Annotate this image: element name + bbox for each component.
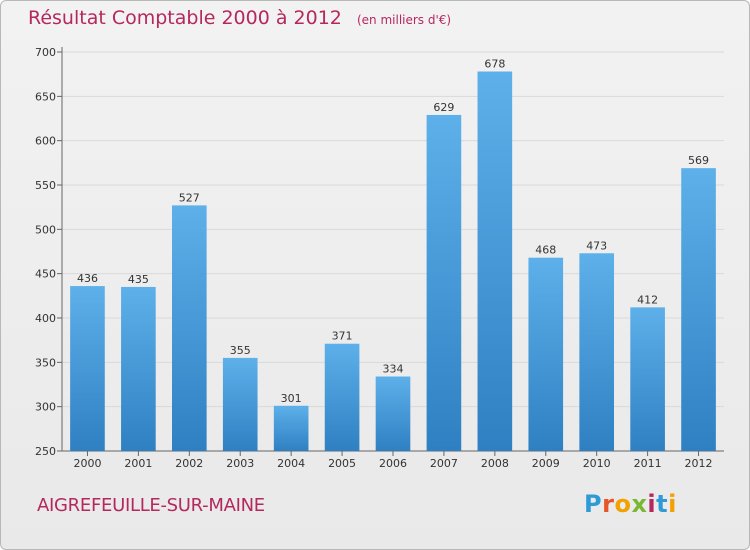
x-tick-label: 2004 (277, 457, 305, 470)
value-label: 436 (77, 272, 98, 285)
x-tick-label: 2007 (430, 457, 458, 470)
value-label: 371 (332, 330, 353, 343)
x-tick-labels: 2000 2001 2002 2003 2004 2005 2006 2007 2008 2009… (73, 451, 713, 470)
value-label: 569 (688, 154, 709, 167)
bar (426, 114, 462, 451)
y-tick-label: 450 (35, 268, 56, 281)
x-tick-label: 2000 (73, 457, 101, 470)
y-tick-label: 650 (35, 90, 56, 103)
bar (528, 257, 564, 451)
x-tick-label: 2012 (685, 457, 713, 470)
y-tick-label: 700 (35, 46, 56, 59)
x-tick-label: 2010 (583, 457, 611, 470)
bar (579, 253, 615, 451)
x-tick-label: 2009 (532, 457, 560, 470)
x-tick-label: 2005 (328, 457, 356, 470)
x-tick-label: 2006 (379, 457, 407, 470)
value-label: 678 (484, 58, 505, 71)
bar (324, 343, 360, 451)
chart-unit: (en milliers d'€) (356, 13, 452, 27)
value-label: 473 (586, 239, 607, 252)
value-label: 334 (383, 363, 404, 376)
x-tick-label: 2001 (124, 457, 152, 470)
bar (222, 357, 258, 451)
value-label: 629 (433, 101, 454, 114)
bar (70, 286, 105, 451)
value-label: 412 (637, 293, 658, 306)
x-tick-label: 2003 (226, 457, 254, 470)
value-labels: 436 435 527 355 301 371 334 629 678 468 473 412 569 (77, 58, 709, 405)
y-tick-label: 250 (35, 445, 56, 458)
chart-title: Résultat Comptable 2000 à 2012 (28, 7, 342, 29)
bars (70, 71, 716, 452)
y-tick-label: 300 (35, 401, 56, 414)
y-tick-label: 350 (35, 356, 56, 369)
y-tick-labels: 250 300 350 400 450 500 550 600 650 700 (35, 46, 56, 458)
x-tick-label: 2011 (634, 457, 662, 470)
value-label: 355 (230, 344, 251, 357)
bar (121, 286, 156, 451)
bar (477, 71, 513, 452)
y-tick-label: 550 (35, 179, 56, 192)
bar (375, 376, 411, 451)
value-label: 301 (281, 392, 302, 405)
value-label: 527 (179, 191, 200, 204)
value-label: 468 (535, 244, 556, 257)
x-tick-label: 2008 (481, 457, 509, 470)
y-tick-label: 400 (35, 312, 56, 325)
chart-title-block: Résultat Comptable 2000 à 2012 (en milli… (28, 7, 451, 29)
bar (630, 307, 665, 451)
y-tick-label: 500 (35, 223, 56, 236)
y-tick-label: 600 (35, 135, 56, 148)
bar (273, 405, 309, 451)
town-name: AIGREFEUILLE-SUR-MAINE (37, 495, 265, 516)
proxiti-logo: Proxiti (584, 490, 677, 518)
bar (171, 205, 207, 451)
x-tick-label: 2002 (175, 457, 203, 470)
value-label: 435 (128, 273, 149, 286)
bar (681, 168, 716, 452)
